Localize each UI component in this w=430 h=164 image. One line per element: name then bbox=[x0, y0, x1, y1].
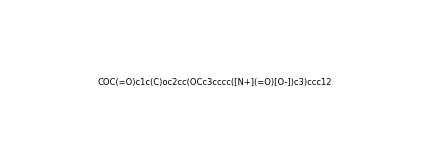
Text: COC(=O)c1c(C)oc2cc(OCc3cccc([N+](=O)[O-])c3)ccc12: COC(=O)c1c(C)oc2cc(OCc3cccc([N+](=O)[O-]… bbox=[98, 78, 332, 86]
